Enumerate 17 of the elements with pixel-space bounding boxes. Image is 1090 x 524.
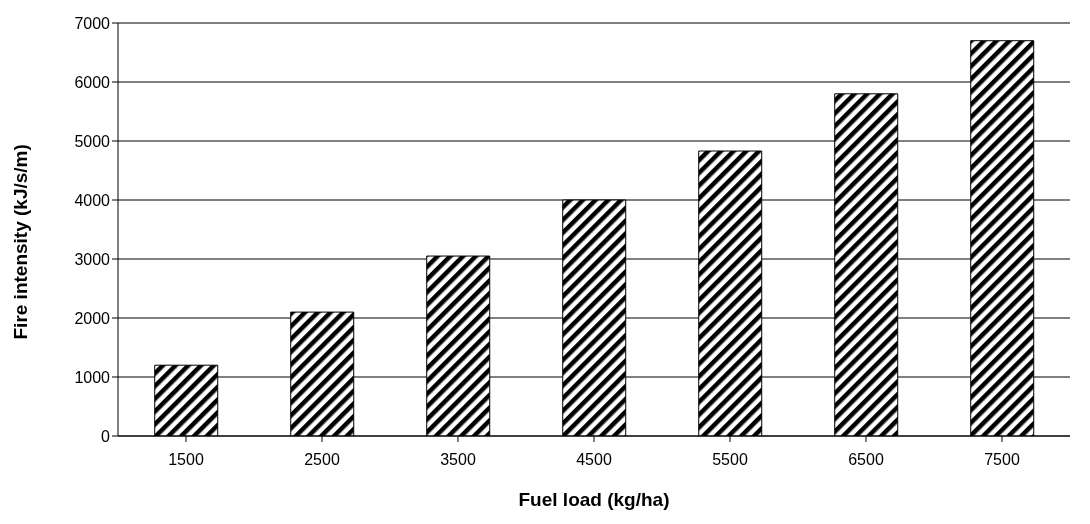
y-tick-label: 6000 <box>74 73 111 91</box>
y-axis-title: Fire intensity (kJ/s/m) <box>9 144 31 340</box>
x-axis-title: Fuel load (kg/ha) <box>518 489 670 510</box>
x-tick-label: 6500 <box>848 451 884 469</box>
y-tick-label: 0 <box>101 427 111 445</box>
y-tick-label: 2000 <box>74 309 111 327</box>
y-tick-label: 1000 <box>74 368 111 386</box>
x-tick-label: 2500 <box>304 451 340 469</box>
x-tick-label: 5500 <box>712 451 748 469</box>
x-tick-label: 1500 <box>168 451 204 469</box>
y-tick-label: 4000 <box>74 191 111 209</box>
x-tick-label: 7500 <box>984 451 1020 469</box>
x-tick-label: 4500 <box>576 451 612 469</box>
x-tick-label: 3500 <box>440 451 476 469</box>
y-tick-label: 3000 <box>74 250 111 268</box>
y-tick-label: 5000 <box>74 132 111 150</box>
y-tick-label: 7000 <box>74 14 111 32</box>
